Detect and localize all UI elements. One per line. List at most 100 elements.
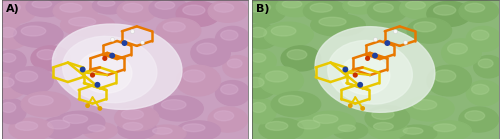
Ellipse shape xyxy=(281,46,320,71)
Ellipse shape xyxy=(246,99,276,124)
Ellipse shape xyxy=(478,59,493,68)
Ellipse shape xyxy=(465,111,484,121)
Ellipse shape xyxy=(310,3,332,12)
Ellipse shape xyxy=(472,30,489,40)
Ellipse shape xyxy=(338,125,355,131)
Ellipse shape xyxy=(340,56,390,95)
Ellipse shape xyxy=(368,0,407,22)
Ellipse shape xyxy=(220,30,238,40)
Ellipse shape xyxy=(272,26,296,36)
Ellipse shape xyxy=(397,125,437,139)
Ellipse shape xyxy=(78,51,132,93)
Ellipse shape xyxy=(216,81,250,106)
Point xyxy=(108,54,116,57)
Ellipse shape xyxy=(0,24,28,49)
Ellipse shape xyxy=(21,26,46,36)
Ellipse shape xyxy=(114,106,159,131)
Ellipse shape xyxy=(365,106,410,131)
Ellipse shape xyxy=(434,70,456,82)
Point xyxy=(371,38,379,40)
Ellipse shape xyxy=(122,109,144,119)
Ellipse shape xyxy=(472,84,489,94)
Ellipse shape xyxy=(412,100,437,110)
Point xyxy=(351,74,359,76)
Ellipse shape xyxy=(448,43,468,54)
Ellipse shape xyxy=(216,26,250,51)
Ellipse shape xyxy=(53,0,98,22)
Ellipse shape xyxy=(404,96,454,121)
Ellipse shape xyxy=(156,18,201,43)
Ellipse shape xyxy=(406,1,425,9)
Ellipse shape xyxy=(52,24,182,109)
Ellipse shape xyxy=(434,124,456,132)
Ellipse shape xyxy=(0,0,36,24)
Ellipse shape xyxy=(191,39,230,67)
Ellipse shape xyxy=(474,56,500,78)
Text: B): B) xyxy=(256,4,270,14)
Point xyxy=(391,29,399,32)
Ellipse shape xyxy=(242,0,286,24)
Ellipse shape xyxy=(123,3,142,12)
Ellipse shape xyxy=(0,2,20,12)
Ellipse shape xyxy=(41,117,85,139)
Point xyxy=(84,105,92,107)
Ellipse shape xyxy=(247,77,264,87)
Ellipse shape xyxy=(278,95,303,106)
Ellipse shape xyxy=(427,1,472,26)
Ellipse shape xyxy=(287,50,307,60)
Ellipse shape xyxy=(117,120,156,139)
Ellipse shape xyxy=(98,0,115,6)
Ellipse shape xyxy=(0,50,26,72)
Ellipse shape xyxy=(368,120,407,139)
Ellipse shape xyxy=(0,74,26,99)
Ellipse shape xyxy=(442,39,481,67)
Ellipse shape xyxy=(16,121,38,130)
Ellipse shape xyxy=(291,117,336,139)
Point xyxy=(96,107,104,110)
Ellipse shape xyxy=(176,65,220,96)
Point xyxy=(120,42,128,44)
Ellipse shape xyxy=(427,121,472,139)
Ellipse shape xyxy=(14,22,63,47)
Ellipse shape xyxy=(149,0,188,19)
Point xyxy=(101,57,109,59)
Ellipse shape xyxy=(162,100,186,110)
Ellipse shape xyxy=(343,0,378,14)
Ellipse shape xyxy=(400,0,439,19)
Ellipse shape xyxy=(26,0,66,17)
Ellipse shape xyxy=(264,22,313,47)
Ellipse shape xyxy=(244,24,278,49)
Ellipse shape xyxy=(183,124,205,132)
Ellipse shape xyxy=(466,26,500,51)
Ellipse shape xyxy=(82,122,117,139)
Point xyxy=(78,68,86,71)
Ellipse shape xyxy=(466,81,500,106)
Point xyxy=(128,29,136,32)
Point xyxy=(358,107,366,110)
Ellipse shape xyxy=(92,0,127,14)
Ellipse shape xyxy=(328,40,412,104)
Ellipse shape xyxy=(146,125,186,139)
Ellipse shape xyxy=(68,17,96,26)
Ellipse shape xyxy=(459,0,498,22)
Ellipse shape xyxy=(242,74,276,99)
Ellipse shape xyxy=(37,50,56,60)
Ellipse shape xyxy=(152,128,172,134)
Ellipse shape xyxy=(208,0,248,22)
Ellipse shape xyxy=(223,56,252,78)
Ellipse shape xyxy=(31,46,70,71)
Ellipse shape xyxy=(16,71,38,82)
Point xyxy=(88,74,96,76)
Ellipse shape xyxy=(208,107,248,132)
Ellipse shape xyxy=(155,1,174,9)
Ellipse shape xyxy=(298,120,320,129)
Ellipse shape xyxy=(0,77,14,87)
Point xyxy=(138,41,145,43)
Point xyxy=(400,41,408,43)
Ellipse shape xyxy=(246,50,276,72)
Ellipse shape xyxy=(306,111,355,133)
Ellipse shape xyxy=(56,111,105,133)
Ellipse shape xyxy=(414,22,436,32)
Ellipse shape xyxy=(48,120,70,129)
Ellipse shape xyxy=(0,99,26,124)
